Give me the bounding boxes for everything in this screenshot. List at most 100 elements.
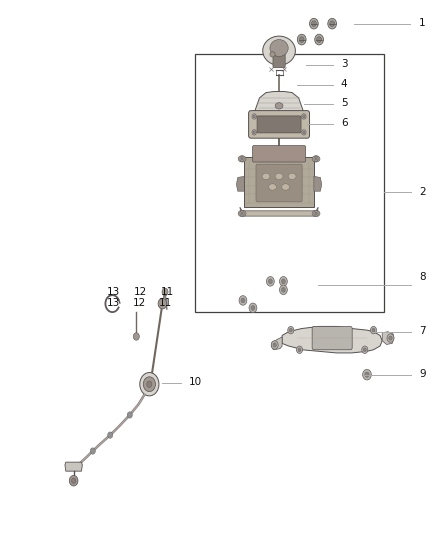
Circle shape xyxy=(303,131,305,134)
Circle shape xyxy=(282,287,286,292)
Circle shape xyxy=(363,348,366,352)
Circle shape xyxy=(297,34,306,45)
Ellipse shape xyxy=(288,173,296,180)
Circle shape xyxy=(241,158,243,160)
Text: 11: 11 xyxy=(159,297,172,308)
Circle shape xyxy=(252,130,256,135)
Circle shape xyxy=(371,326,377,334)
Circle shape xyxy=(266,277,274,286)
Circle shape xyxy=(239,296,247,305)
Circle shape xyxy=(241,298,245,303)
Text: 12: 12 xyxy=(133,297,146,308)
Circle shape xyxy=(90,448,95,454)
Circle shape xyxy=(253,131,255,134)
Circle shape xyxy=(162,288,168,296)
Circle shape xyxy=(315,212,317,215)
Circle shape xyxy=(387,334,394,342)
Circle shape xyxy=(273,343,276,347)
FancyBboxPatch shape xyxy=(244,157,314,207)
Circle shape xyxy=(289,328,292,332)
Text: 6: 6 xyxy=(341,118,347,128)
Circle shape xyxy=(315,34,323,45)
Circle shape xyxy=(288,326,294,334)
Text: 13: 13 xyxy=(107,297,120,308)
Circle shape xyxy=(140,373,159,396)
Ellipse shape xyxy=(270,39,288,56)
Ellipse shape xyxy=(312,156,320,162)
Ellipse shape xyxy=(312,211,320,216)
Circle shape xyxy=(302,114,306,119)
FancyBboxPatch shape xyxy=(312,326,352,350)
Ellipse shape xyxy=(270,52,275,57)
Circle shape xyxy=(314,211,318,216)
Circle shape xyxy=(241,212,243,215)
Ellipse shape xyxy=(238,211,246,216)
Ellipse shape xyxy=(262,173,270,180)
FancyBboxPatch shape xyxy=(256,164,302,202)
FancyBboxPatch shape xyxy=(253,146,306,162)
Circle shape xyxy=(133,333,139,340)
Circle shape xyxy=(252,114,256,119)
Circle shape xyxy=(328,18,336,29)
Circle shape xyxy=(108,432,113,438)
Polygon shape xyxy=(240,207,318,216)
Polygon shape xyxy=(282,326,382,353)
Circle shape xyxy=(282,279,286,284)
Text: 4: 4 xyxy=(341,78,347,88)
Text: 2: 2 xyxy=(419,187,426,197)
Circle shape xyxy=(363,369,371,380)
Ellipse shape xyxy=(268,184,276,190)
Circle shape xyxy=(310,18,318,29)
Ellipse shape xyxy=(263,36,295,65)
Bar xyxy=(195,54,385,312)
Text: 3: 3 xyxy=(341,59,347,69)
Circle shape xyxy=(330,21,335,27)
Ellipse shape xyxy=(282,184,290,190)
Circle shape xyxy=(271,341,278,349)
Text: 12: 12 xyxy=(134,287,147,297)
Circle shape xyxy=(240,156,244,161)
Polygon shape xyxy=(65,462,82,471)
Ellipse shape xyxy=(275,173,283,180)
Text: 10: 10 xyxy=(188,377,201,387)
Text: 8: 8 xyxy=(419,272,426,282)
Circle shape xyxy=(365,372,369,377)
Circle shape xyxy=(298,348,301,352)
Circle shape xyxy=(303,115,305,118)
Circle shape xyxy=(299,37,304,43)
Circle shape xyxy=(147,381,152,387)
Circle shape xyxy=(143,377,155,392)
Circle shape xyxy=(311,21,316,27)
Polygon shape xyxy=(271,337,282,350)
Circle shape xyxy=(315,158,317,160)
Circle shape xyxy=(279,277,287,286)
FancyBboxPatch shape xyxy=(273,51,285,68)
Circle shape xyxy=(297,346,303,353)
Circle shape xyxy=(389,336,392,340)
Circle shape xyxy=(158,298,167,309)
Polygon shape xyxy=(237,176,244,191)
Circle shape xyxy=(240,211,244,216)
Circle shape xyxy=(372,328,375,332)
Ellipse shape xyxy=(275,103,283,109)
FancyBboxPatch shape xyxy=(249,111,310,138)
Text: 11: 11 xyxy=(161,287,174,297)
Circle shape xyxy=(249,303,257,313)
Circle shape xyxy=(279,285,287,295)
Circle shape xyxy=(251,305,255,310)
Circle shape xyxy=(362,346,368,353)
Circle shape xyxy=(302,130,306,135)
Circle shape xyxy=(127,412,132,418)
Circle shape xyxy=(268,279,272,284)
Polygon shape xyxy=(382,332,394,344)
Ellipse shape xyxy=(238,156,246,162)
Circle shape xyxy=(317,37,321,43)
Text: 13: 13 xyxy=(107,287,120,297)
FancyBboxPatch shape xyxy=(257,116,301,133)
Text: 1: 1 xyxy=(419,18,426,28)
Circle shape xyxy=(314,156,318,161)
Text: 7: 7 xyxy=(419,326,426,336)
Circle shape xyxy=(69,475,78,486)
Text: 9: 9 xyxy=(419,369,426,378)
Circle shape xyxy=(253,115,255,118)
